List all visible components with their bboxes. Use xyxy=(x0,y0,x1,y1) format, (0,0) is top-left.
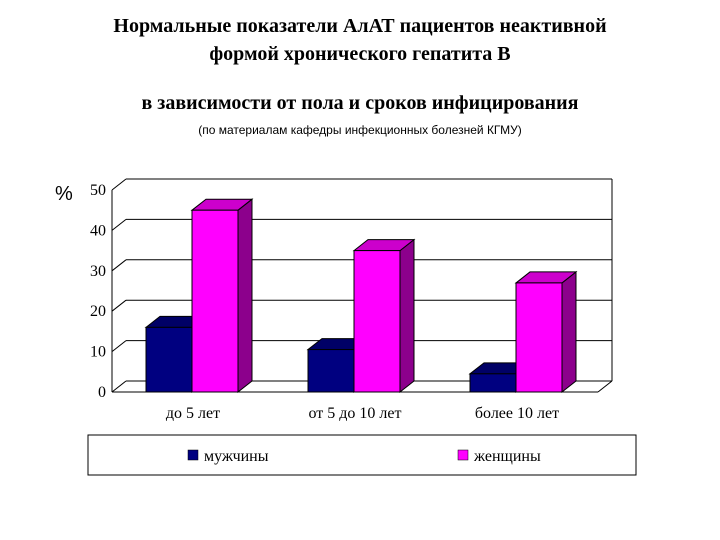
gridline-side xyxy=(111,340,127,352)
bar-front xyxy=(353,250,401,393)
y-tick-label: 0 xyxy=(98,384,106,401)
bar-side xyxy=(399,238,415,394)
y-tick-label: 50 xyxy=(90,182,106,199)
chart-title: Нормальные показатели АлАТ пациентов неа… xyxy=(20,12,700,68)
gridline-side xyxy=(111,219,127,231)
chart-subtitle: в зависимости от пола и сроков инфициров… xyxy=(141,92,579,114)
x-tick-label: от 5 до 10 лет xyxy=(309,405,402,422)
x-tick-label: более 10 лет xyxy=(475,405,559,422)
bar-front xyxy=(307,349,355,393)
legend-swatch xyxy=(187,449,199,461)
gridline-side xyxy=(111,299,127,312)
legend-item: женщины xyxy=(457,448,541,465)
bar xyxy=(352,238,416,394)
y-tick-label: 30 xyxy=(90,263,106,280)
gridline-side xyxy=(111,178,127,191)
y-tick-label: 40 xyxy=(90,222,106,239)
source-note: (по материалам кафедры инфекционных боле… xyxy=(198,123,522,137)
x-tick-label: до 5 лет xyxy=(166,405,220,422)
y-tick-label: 20 xyxy=(90,303,106,320)
legend-label: мужчины xyxy=(204,448,269,465)
y-axis-label: % xyxy=(55,183,73,205)
bar-front xyxy=(191,209,239,393)
legend-item: мужчины xyxy=(187,448,269,465)
bar-side xyxy=(561,270,577,394)
title-line-1: Нормальные показатели АлАТ пациентов неа… xyxy=(113,15,607,37)
legend: мужчины женщины xyxy=(87,434,637,476)
bar-front xyxy=(515,282,563,393)
legend-swatch xyxy=(457,449,469,461)
bar xyxy=(514,270,578,394)
y-tick-label: 10 xyxy=(90,344,106,361)
bar xyxy=(190,198,254,394)
bar-side xyxy=(237,198,253,394)
legend-label: женщины xyxy=(473,448,541,465)
title-line-2: формой хронического гепатита В xyxy=(209,43,511,65)
bar-front xyxy=(469,373,517,393)
legend-box xyxy=(87,434,637,476)
gridline-side xyxy=(111,380,127,393)
bar-front xyxy=(145,326,193,393)
x-axis-depth xyxy=(597,380,613,393)
gridline-side xyxy=(111,259,127,272)
